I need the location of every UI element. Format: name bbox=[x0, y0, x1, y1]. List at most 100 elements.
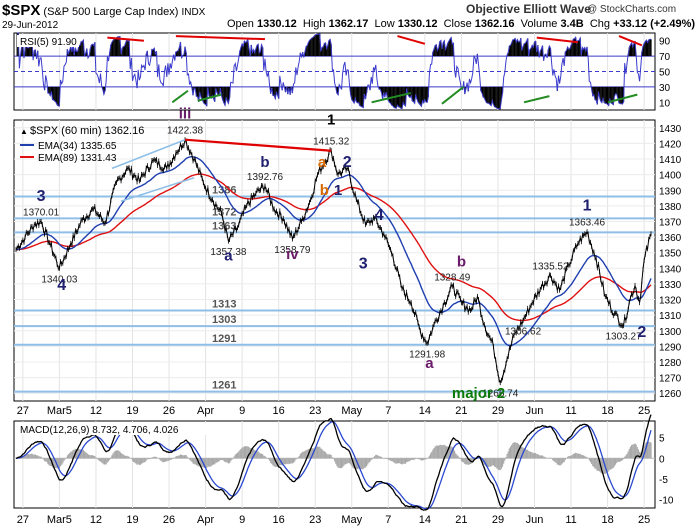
x-tick-label: 25 bbox=[638, 514, 650, 526]
x-tick-label: Jun bbox=[526, 405, 544, 417]
x-tick-label: 11 bbox=[565, 514, 576, 526]
wave-label: 2 bbox=[343, 154, 352, 171]
exchange: INDX bbox=[181, 7, 206, 18]
macd-tick-label: -5 bbox=[659, 475, 668, 486]
y-tick-label: 1320 bbox=[659, 296, 682, 307]
price-annotation: 1370.01 bbox=[23, 207, 60, 218]
y-tick-label: 1330 bbox=[659, 280, 682, 291]
y-tick-label: 1270 bbox=[659, 374, 682, 385]
rsi-legend-bg bbox=[17, 35, 79, 47]
rsi-tick-label: 90 bbox=[659, 37, 671, 48]
wave-label: b bbox=[260, 154, 269, 171]
x-tick-label: May bbox=[341, 405, 362, 417]
rsi-red-divergence bbox=[397, 35, 426, 45]
x-tick-label: 9 bbox=[239, 514, 245, 526]
price-annotation: 1392.76 bbox=[247, 172, 284, 183]
x-tick-label: 29 bbox=[492, 514, 504, 526]
price-annotation: 1291.98 bbox=[409, 349, 446, 360]
price-annotation: 1422.38 bbox=[167, 126, 204, 137]
wave-label: major 2 bbox=[452, 385, 505, 402]
up-arrow-icon: ▲ bbox=[698, 18, 700, 30]
wave-label: 1 bbox=[334, 182, 342, 199]
x-tick-label: 16 bbox=[273, 514, 285, 526]
wave-label: a bbox=[425, 355, 434, 372]
support-label: 1261 bbox=[212, 380, 236, 392]
wave-label: a bbox=[318, 154, 327, 171]
legend-ema89: EMA(89) 1331.43 bbox=[38, 153, 117, 164]
support-label: 1303 bbox=[212, 314, 236, 326]
x-tick-label: Mar5 bbox=[47, 405, 72, 417]
x-tick-label: 21 bbox=[455, 405, 467, 417]
x-tick-label: 26 bbox=[163, 405, 175, 417]
rsi-tick-label: 10 bbox=[659, 98, 671, 109]
x-tick-label: 7 bbox=[385, 405, 391, 417]
x-tick-label: 29 bbox=[492, 405, 504, 417]
y-tick-label: 1280 bbox=[659, 358, 682, 369]
price-annotation: 1415.32 bbox=[313, 137, 350, 148]
y-tick-label: 1430 bbox=[659, 124, 682, 135]
price-annotation: 1303.27 bbox=[606, 332, 643, 343]
ohlc-line: Open 1330.12 High 1362.17 Low 1330.12 Cl… bbox=[227, 18, 700, 30]
rsi-green-divergence bbox=[171, 89, 189, 104]
y-tick-label: 1420 bbox=[659, 139, 682, 150]
x-tick-label: 7 bbox=[385, 514, 391, 526]
x-tick-label: 12 bbox=[90, 405, 102, 417]
legend-marker: ▲ bbox=[20, 127, 28, 136]
x-tick-label: 27 bbox=[17, 405, 29, 417]
x-tick-label: Apr bbox=[197, 514, 214, 526]
wave-label: iii bbox=[179, 105, 192, 122]
x-tick-label: Jun bbox=[526, 514, 544, 526]
y-tick-label: 1350 bbox=[659, 249, 682, 260]
chart-date: 29-Jun-2012 bbox=[2, 20, 59, 31]
chart-title: $SPX (S&P 500 Large Cap Index) INDX bbox=[2, 2, 205, 19]
y-tick-label: 1360 bbox=[659, 233, 682, 244]
y-tick-label: 1370 bbox=[659, 217, 682, 228]
macd-panel bbox=[13, 420, 656, 509]
wave-label: 2 bbox=[637, 324, 646, 341]
rsi-tick-label: 30 bbox=[659, 83, 671, 94]
wave-label: a bbox=[224, 248, 233, 265]
rsi-legend: RSI(5) 91.90 bbox=[20, 37, 77, 48]
x-tick-label: 23 bbox=[309, 514, 321, 526]
rsi-green-divergence bbox=[441, 86, 465, 105]
x-tick-label: 21 bbox=[455, 514, 467, 526]
rsi-tick-label: 70 bbox=[659, 52, 671, 63]
symbol-name: (S&P 500 Large Cap Index) bbox=[43, 6, 179, 18]
wave-label: 3 bbox=[37, 188, 46, 205]
x-tick-label: Mar5 bbox=[47, 514, 72, 526]
y-tick-label: 1260 bbox=[659, 389, 682, 400]
y-tick-label: 1390 bbox=[659, 186, 682, 197]
x-tick-label: 18 bbox=[601, 514, 613, 526]
y-tick-label: 1310 bbox=[659, 311, 682, 322]
wave-label: 1 bbox=[327, 112, 335, 129]
ema89-line bbox=[15, 173, 652, 322]
rsi-red-divergence bbox=[618, 35, 643, 47]
wave-label: b bbox=[457, 254, 466, 271]
legend-ema34: EMA(34) 1335.65 bbox=[38, 141, 117, 152]
x-tick-label: 18 bbox=[601, 405, 613, 417]
legend-price: $SPX (60 min) 1362.16 bbox=[30, 125, 144, 137]
price-line bbox=[15, 138, 652, 384]
rsi-panel bbox=[13, 32, 656, 111]
red-trendline bbox=[184, 138, 332, 152]
macd-tick-label: -10 bbox=[659, 496, 674, 507]
watermark: Objective Elliott Wave bbox=[466, 2, 591, 16]
x-tick-label: 26 bbox=[163, 514, 175, 526]
price-annotation: 1335.52 bbox=[532, 261, 569, 272]
wave-label: 4 bbox=[57, 277, 66, 294]
price-annotation: 1306.62 bbox=[505, 326, 542, 337]
price-annotation: 1266.74 bbox=[482, 389, 519, 400]
rsi-red-divergence bbox=[175, 35, 266, 41]
price-annotation: 1357.38 bbox=[210, 247, 247, 258]
price-annotation: 1340.03 bbox=[41, 274, 78, 285]
x-tick-label: Apr bbox=[197, 405, 214, 417]
x-tick-label: 9 bbox=[239, 405, 245, 417]
y-tick-label: 1300 bbox=[659, 327, 682, 338]
x-tick-label: 19 bbox=[126, 405, 138, 417]
y-tick-label: 1290 bbox=[659, 342, 682, 353]
wave-label: 1 bbox=[583, 198, 592, 215]
rsi-green-divergence bbox=[371, 92, 411, 104]
price-annotation: 1328.49 bbox=[434, 272, 471, 283]
